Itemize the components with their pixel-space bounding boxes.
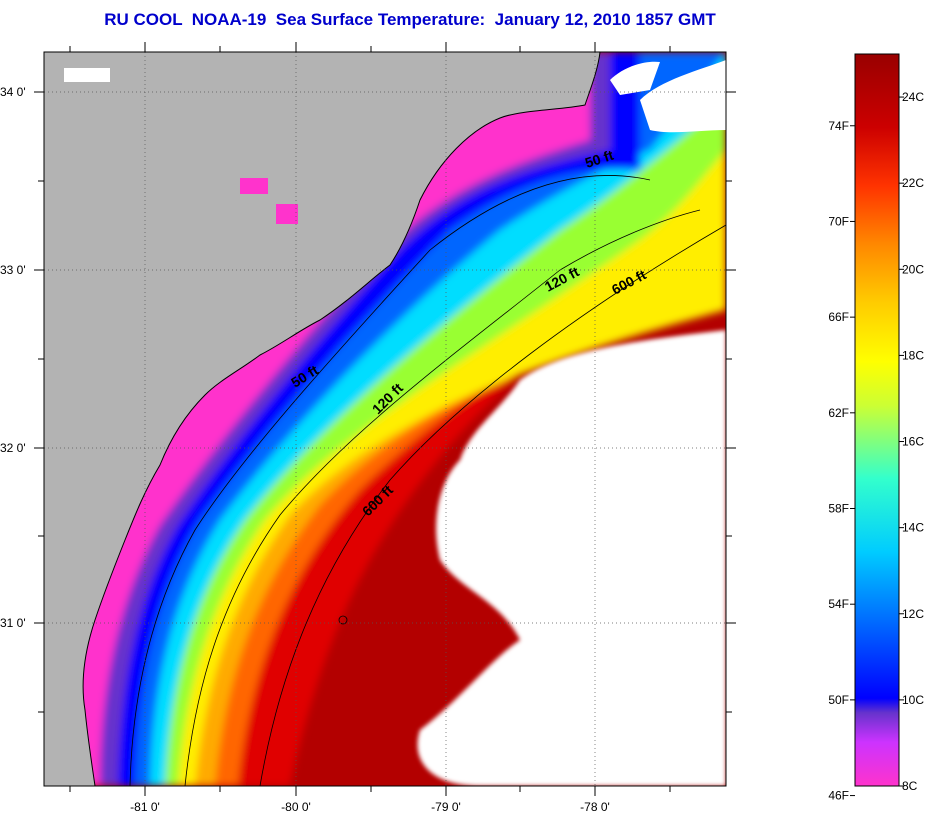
lon-label-81: -81 0' — [130, 800, 160, 814]
land-cloud-patch — [64, 68, 110, 82]
land-mass — [44, 52, 600, 786]
lat-label-34: 34 0' — [0, 85, 26, 99]
map-ticks — [34, 42, 736, 796]
colorbar-gradient — [854, 53, 900, 787]
page-title: RU COOL NOAA-19 Sea Surface Temperature:… — [104, 10, 716, 29]
sst-map: 50 ft 50 ft 120 ft 120 ft 600 ft 600 ft … — [0, 42, 736, 814]
colorbar-label-f: 70F — [828, 214, 849, 228]
lon-label-79: -79 0' — [431, 800, 461, 814]
colorbar-label-f: 54F — [828, 597, 849, 611]
colorbar-celsius-labels: 24C 22C 20C 18C 16C 14C 12C 10C 8C — [902, 90, 924, 793]
lat-label-31: 31 0' — [0, 616, 26, 630]
colorbar-label-f: 66F — [828, 310, 849, 324]
colorbar-label-c: 14C — [902, 521, 924, 535]
colorbar-label-f: 74F — [828, 119, 849, 133]
inland-lake-2 — [276, 204, 298, 224]
contour-120ft — [184, 209, 701, 786]
colorbar-label-c: 24C — [902, 90, 924, 104]
colorbar-fahrenheit-labels: 74F 70F 66F 62F 58F 54F 50F 46F — [828, 119, 849, 803]
colorbar-label-c: 20C — [902, 262, 924, 276]
colorbar-label-f: 58F — [828, 502, 849, 516]
colorbar-label-c: 16C — [902, 435, 924, 449]
colorbar-label-c: 12C — [902, 607, 924, 621]
lat-label-33: 33 0' — [0, 263, 26, 277]
contour-seamount — [338, 615, 348, 625]
coastline — [82, 52, 601, 786]
colorbar-label-f: 46F — [828, 789, 849, 803]
cloud-mask — [417, 60, 726, 786]
colorbar-label-c: 10C — [902, 693, 924, 707]
lat-label-32: 32 0' — [0, 441, 26, 455]
contour-50ft — [129, 175, 651, 786]
map-frame — [43, 51, 727, 787]
colorbar-label-f: 62F — [828, 406, 849, 420]
colorbar-ticks — [850, 96, 904, 797]
inland-lake — [240, 178, 268, 194]
lon-label-78: -78 0' — [580, 800, 610, 814]
colorbar-label-c: 18C — [902, 348, 924, 362]
colorbar-label-c: 22C — [902, 176, 924, 190]
lon-label-80: -80 0' — [281, 800, 311, 814]
colorbar-label-f: 50F — [828, 693, 849, 707]
colorbar-label-c: 8C — [902, 779, 918, 793]
map-grid — [44, 52, 726, 786]
contour-600ft — [259, 224, 726, 786]
